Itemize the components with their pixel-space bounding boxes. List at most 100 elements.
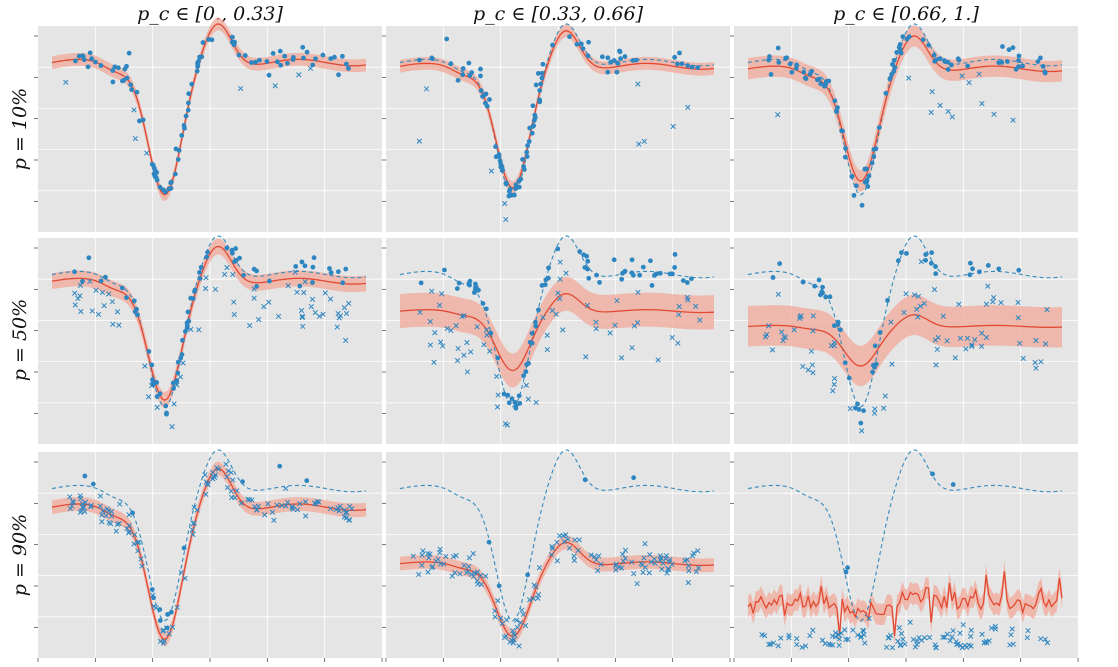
corrupted-data-point (620, 558, 626, 564)
cross-stroke (99, 512, 105, 518)
corrupted-data-point (918, 259, 925, 265)
clean-data-point (649, 283, 655, 288)
corrupted-data-point (770, 640, 777, 646)
cross-stroke (104, 506, 110, 512)
cross-stroke (882, 393, 888, 399)
clean-data-point (858, 420, 864, 426)
clean-data-point (230, 250, 235, 256)
corrupted-data-point (294, 507, 301, 513)
corrupted-data-point (557, 276, 563, 282)
cross-stroke (116, 322, 122, 328)
cross-stroke (652, 560, 658, 566)
corrupted-data-point (455, 345, 461, 352)
corrupted-data-point (203, 275, 209, 281)
clean-data-point (883, 90, 889, 96)
corrupted-data-point (169, 424, 175, 430)
panel-1-1 (34, 17, 382, 232)
cross-stroke (647, 552, 653, 558)
cross-stroke (495, 392, 501, 398)
corrupted-data-point (342, 337, 349, 344)
corrupted-data-point (906, 75, 912, 81)
corrupted-data-point (907, 619, 913, 625)
cross-stroke (345, 300, 352, 307)
corrupted-data-point (160, 627, 167, 633)
clean-data-point (444, 36, 450, 42)
cross-stroke (231, 311, 237, 318)
corrupted-data-point (269, 509, 276, 515)
corrupted-data-point (292, 269, 298, 275)
cross-stroke (444, 325, 450, 332)
cross-stroke (775, 291, 781, 297)
cross-stroke (88, 502, 94, 509)
corrupted-data-point (780, 337, 786, 344)
corrupted-data-point (684, 557, 690, 563)
cross-stroke (847, 405, 853, 412)
clean-data-point (931, 52, 937, 58)
corrupted-data-point (484, 332, 490, 338)
corrupted-data-point (210, 473, 217, 480)
cross-stroke (297, 501, 303, 507)
cross-stroke (827, 642, 833, 648)
cross-stroke (595, 567, 601, 574)
cross-stroke (934, 346, 940, 353)
clean-data-point (574, 41, 580, 47)
clean-data-point (546, 275, 551, 281)
clean-data-point (526, 139, 532, 144)
clean-data-point (807, 71, 813, 77)
clean-data-point (473, 284, 479, 290)
corrupted-data-point (504, 422, 510, 428)
cross-stroke (336, 508, 342, 514)
corrupted-data-point (135, 548, 141, 554)
cross-stroke (950, 628, 956, 634)
corrupted-data-point (808, 348, 815, 354)
clean-data-point (157, 391, 163, 397)
true-function-line (51, 235, 367, 408)
panel-2-2 (382, 235, 730, 444)
cross-stroke (896, 625, 902, 631)
clean-data-point (611, 257, 617, 263)
clean-data-point (299, 259, 305, 265)
corrupted-data-point (520, 611, 526, 618)
corrupted-data-point (301, 289, 307, 296)
clean-data-point (486, 539, 492, 545)
cross-stroke (109, 298, 116, 305)
clean-data-point (128, 82, 134, 88)
corrupted-data-point (889, 645, 896, 651)
clean-data-point (679, 61, 685, 67)
cross-stroke (160, 640, 167, 646)
cross-stroke (346, 517, 353, 523)
cross-stroke (629, 559, 635, 565)
corrupted-data-point (888, 319, 894, 325)
cross-stroke (620, 558, 626, 564)
clean-data-point (689, 64, 695, 70)
cross-stroke (334, 324, 340, 330)
cross-stroke (99, 289, 106, 296)
corrupted-data-point (686, 568, 692, 574)
clean-data-point (154, 170, 160, 175)
cross-stroke (436, 302, 443, 308)
clean-data-point (488, 330, 494, 336)
corrupted-data-point (474, 569, 481, 575)
cross-stroke (659, 566, 665, 572)
cross-stroke (957, 630, 963, 636)
cross-stroke (87, 278, 93, 285)
corrupted-data-point (283, 503, 289, 509)
cross-stroke (555, 290, 561, 296)
corrupted-data-point (933, 645, 939, 651)
cross-stroke (1007, 642, 1013, 648)
cross-stroke (953, 638, 959, 645)
clean-data-point (887, 76, 893, 81)
clean-data-point (513, 186, 518, 192)
clean-data-point (533, 323, 539, 329)
true-function-line (399, 235, 715, 408)
clean-data-point (175, 157, 181, 162)
corrupted-data-point (78, 308, 84, 315)
clean-data-point (188, 295, 194, 301)
corrupted-data-point (598, 561, 604, 568)
corrupted-data-point (116, 520, 122, 527)
cross-stroke (265, 501, 271, 507)
corrupted-data-point (131, 541, 137, 547)
clean-data-point (454, 286, 460, 291)
corrupted-data-point (246, 497, 253, 503)
corrupted-data-point (108, 508, 115, 515)
